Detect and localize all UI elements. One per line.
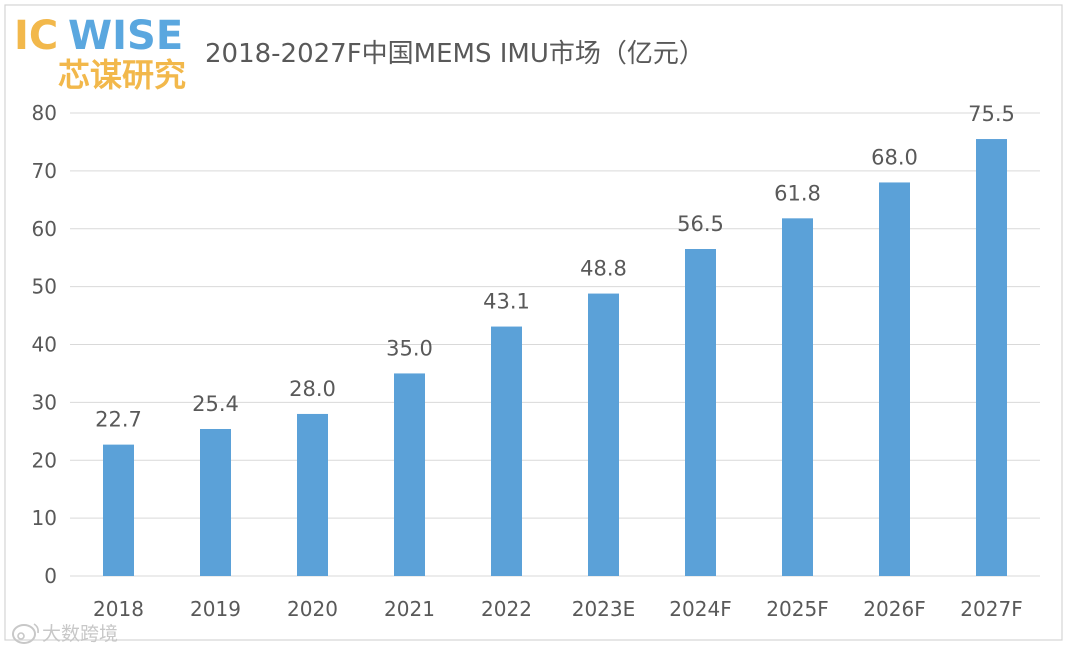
data-label-2024F: 56.5 [677,212,724,236]
watermark-text: 大数跨境 [42,623,118,645]
icwise-logo: IC WISE 芯谋研究 [14,13,186,94]
bar-2026F [879,182,910,576]
y-axis-tick-labels: 0 10 20 30 40 50 60 70 80 [32,101,57,588]
data-label-2019: 25.4 [192,392,239,416]
data-label-2020: 28.0 [289,377,336,401]
data-label-2027F: 75.5 [968,102,1015,126]
x-tick-label-2022: 2022 [481,597,532,621]
bar-2027F [976,139,1007,576]
bar-2021 [394,373,425,576]
y-tick-label: 60 [32,217,57,241]
y-tick-label: 40 [32,333,57,357]
bar-2025F [782,218,813,576]
x-tick-label-2021: 2021 [384,597,435,621]
x-tick-label-2019: 2019 [190,597,241,621]
y-tick-label: 50 [32,275,57,299]
y-tick-label: 30 [32,390,57,414]
x-tick-label-2027F: 2027F [960,597,1022,621]
x-tick-label-2024F: 2024F [669,597,731,621]
bar-2024F [685,249,716,576]
data-label-2018: 22.7 [95,408,142,432]
y-tick-label: 0 [44,564,57,588]
bar-2020 [297,413,328,576]
data-label-2026F: 68.0 [871,145,918,169]
x-tick-label-2026F: 2026F [863,597,925,621]
y-tick-label: 80 [32,101,57,125]
weibo-watermark: 大数跨境 [12,623,118,645]
x-tick-label-2023E: 2023E [572,597,636,621]
bar-2018 [103,444,134,576]
chart-title: 2018-2027F中国MEMS IMU市场（亿元） [205,39,705,69]
data-labels: 22.7 25.4 28.0 35.0 43.1 48.8 56.5 61.8 68.0 75.5 [95,102,1015,432]
bar-2023E [588,293,619,576]
x-axis-tick-labels: 2018 2019 2020 2021 2022 2023E 2024F 2025F 2026F… [93,597,1023,621]
x-tick-label-2025F: 2025F [766,597,828,621]
bar-2019 [200,428,231,576]
gridlines [70,112,1040,577]
data-label-2023E: 48.8 [580,257,627,281]
x-tick-label-2018: 2018 [93,597,144,621]
logo-wise-text: WISE [68,13,183,59]
logo-ic-text: IC [14,13,58,59]
data-label-2025F: 61.8 [774,181,821,205]
weibo-icon [12,623,39,644]
logo-chinese-text: 芯谋研究 [58,56,186,94]
y-tick-label: 10 [32,506,57,530]
data-label-2021: 35.0 [386,336,433,360]
x-tick-label-2020: 2020 [287,597,338,621]
y-tick-label: 70 [32,159,57,183]
data-label-2022: 43.1 [483,290,530,314]
y-tick-label: 20 [32,448,57,472]
bar-2022 [491,326,522,576]
bars [103,139,1007,576]
